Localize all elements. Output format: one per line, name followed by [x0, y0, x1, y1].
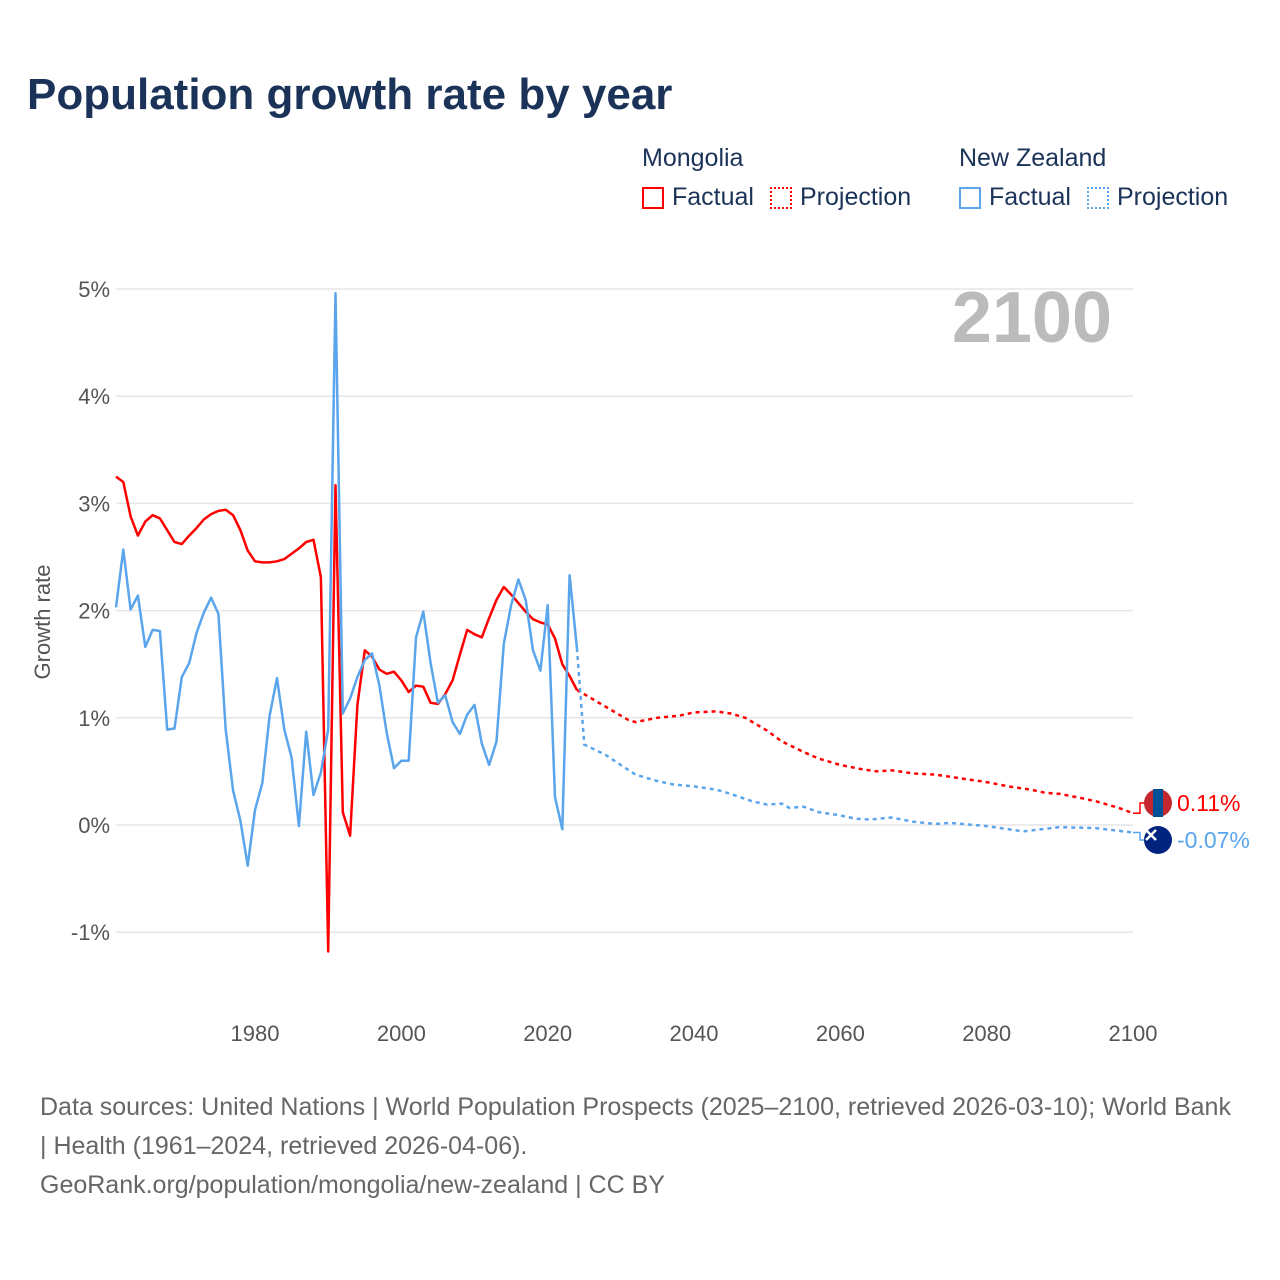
y-tick-label: 1%	[78, 706, 110, 731]
legend-label[interactable]: Factual	[672, 183, 754, 211]
x-tick-label: 2100	[1109, 1021, 1158, 1046]
legend-new-zealand: New Zealand Factual Projection	[959, 144, 1244, 212]
y-tick-label: 0%	[78, 813, 110, 838]
chart-title: Population growth rate by year	[27, 70, 673, 119]
legend-label[interactable]: Projection	[1116, 183, 1229, 211]
x-tick-label: 2060	[816, 1021, 865, 1046]
new-zealand-end-label: -0.07%	[1177, 827, 1250, 853]
flag-stripe	[1153, 789, 1163, 817]
y-axis-label: Growth rate	[30, 565, 55, 680]
data-sources: Data sources: United Nations | World Pop…	[40, 1093, 1231, 1160]
legend-group-label: New Zealand	[959, 144, 1107, 172]
y-tick-label: 5%	[78, 277, 110, 302]
year-label: 2100	[952, 278, 1112, 358]
mongolia-projection-line	[576, 688, 1134, 815]
new-zealand-flag-icon	[1144, 826, 1172, 854]
footer: Data sources: United Nations | World Pop…	[40, 1088, 1240, 1205]
mongolia-end-label: 0.11%	[1177, 790, 1241, 816]
x-tick-label: 2040	[670, 1021, 719, 1046]
legend-group-label: Mongolia	[642, 144, 744, 172]
source-link[interactable]: GeoRank.org/population/mongolia/new-zeal…	[40, 1171, 665, 1199]
legend-swatch-factual	[642, 186, 664, 209]
x-tick-label: 2000	[377, 1021, 426, 1046]
flag-union-jack	[1145, 829, 1157, 841]
y-tick-label: -1%	[71, 920, 110, 945]
legend-label[interactable]: Factual	[989, 183, 1071, 211]
x-tick-label: 2080	[962, 1021, 1011, 1046]
x-tick-label: 2020	[523, 1021, 572, 1046]
new-zealand-projection-line	[575, 648, 1134, 834]
mongolia-factual-line	[115, 475, 579, 953]
legend-swatch-projection	[769, 186, 792, 209]
y-tick-label: 3%	[78, 491, 110, 516]
y-tick-label: 4%	[78, 384, 110, 409]
legend-mongolia: Mongolia Factual Projection	[642, 144, 927, 212]
new-zealand-factual-line	[114, 292, 579, 867]
legend-swatch-projection	[1086, 186, 1109, 209]
legend-swatch-factual	[959, 186, 981, 209]
y-tick-label: 2%	[78, 599, 110, 624]
legend-label[interactable]: Projection	[799, 183, 912, 211]
x-tick-label: 1980	[231, 1021, 280, 1046]
